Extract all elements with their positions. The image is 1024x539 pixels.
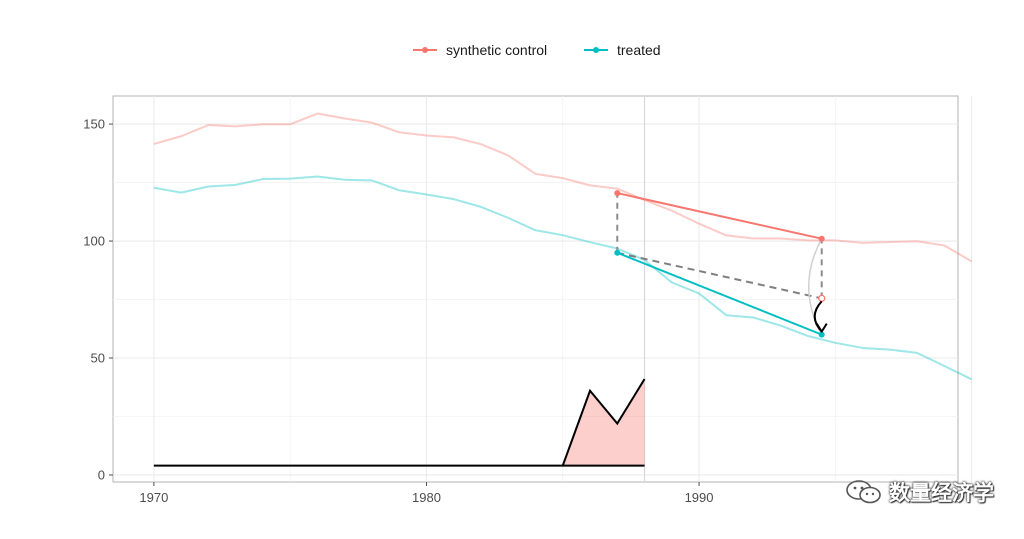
bump-line — [153, 378, 646, 467]
grid-major — [113, 96, 973, 482]
legend: synthetic control treated — [413, 42, 661, 58]
synthetic-control-line — [153, 112, 973, 263]
x-tick-label: 1970 — [139, 490, 168, 505]
y-tick-label: 0 — [98, 467, 105, 482]
y-tick-label: 100 — [83, 234, 105, 249]
x-tick-label: 1990 — [685, 490, 714, 505]
y-tick-label: 50 — [91, 351, 105, 366]
treated-line — [153, 175, 973, 381]
bump-area — [562, 379, 645, 466]
legend-key-synthetic-control-point — [422, 47, 428, 53]
y-axis: 0 50 100 150 — [83, 117, 113, 482]
legend-key-treated-point — [593, 47, 599, 53]
treated-segment-point — [614, 249, 621, 256]
x-axis: 1970 1980 1990 — [139, 482, 714, 505]
legend-label-synthetic-control: synthetic control — [446, 42, 547, 58]
area-layer — [562, 379, 645, 466]
annotation-layer — [614, 190, 828, 338]
counterfactual-dashed-line — [617, 251, 822, 300]
grid-minor — [113, 96, 958, 482]
series-layer — [153, 112, 973, 467]
wechat-icon — [846, 480, 881, 504]
synthetic-control-segment-point — [614, 190, 621, 197]
plot-panel — [112, 95, 959, 483]
synthetic-control-segment — [617, 192, 822, 240]
treated-segment — [616, 251, 823, 336]
y-tick-label: 150 — [83, 117, 105, 132]
synthetic-control-segment-point — [818, 235, 825, 242]
treated-segment-point — [818, 331, 825, 338]
x-tick-label: 1980 — [412, 490, 441, 505]
legend-label-treated: treated — [617, 42, 661, 58]
effect-arrow-head — [815, 323, 828, 333]
watermark: 数量经济学 — [845, 477, 994, 507]
watermark-text: 数量经济学 — [889, 481, 994, 505]
counterfactual-point — [818, 294, 826, 302]
